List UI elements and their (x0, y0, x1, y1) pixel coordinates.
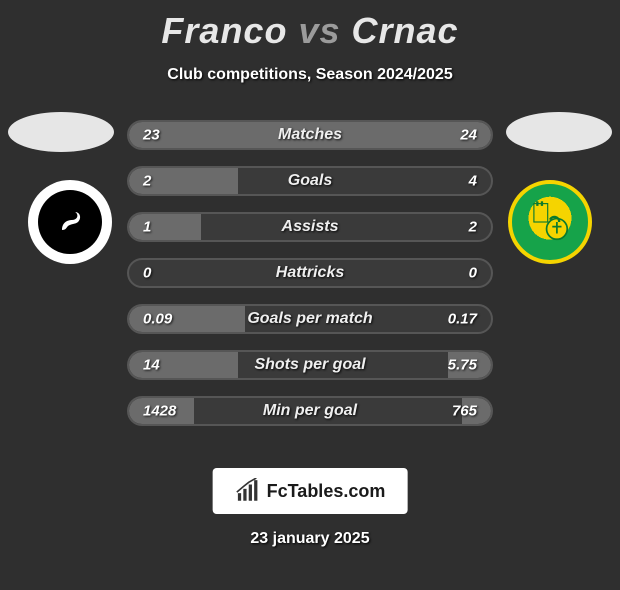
stat-value-right: 0 (469, 265, 477, 282)
stat-label: Goals (288, 172, 332, 190)
stat-label: Assists (282, 218, 339, 236)
swansea-crest-icon (38, 190, 102, 254)
stat-bar: 23 24 Matches (127, 120, 493, 150)
stat-value-right: 2 (469, 219, 477, 236)
player2-club-crest (508, 180, 592, 264)
stat-value-left: 14 (143, 357, 160, 374)
stat-bar: 1428 765 Min per goal (127, 396, 493, 426)
stat-label: Matches (278, 126, 342, 144)
player1-photo (8, 112, 114, 152)
stat-bar: 2 4 Goals (127, 166, 493, 196)
stat-value-left: 0.09 (143, 311, 172, 328)
stat-label: Hattricks (276, 264, 344, 282)
stat-value-right: 4 (469, 173, 477, 190)
stat-label: Min per goal (263, 402, 357, 420)
stat-value-right: 0.17 (448, 311, 477, 328)
stat-label: Shots per goal (254, 356, 365, 374)
player1-name: Franco (161, 10, 287, 51)
watermark-text: FcTables.com (267, 481, 386, 502)
stat-bar: 0 0 Hattricks (127, 258, 493, 288)
stat-value-left: 2 (143, 173, 151, 190)
vs-text: vs (298, 10, 340, 51)
player2-photo (506, 112, 612, 152)
stat-value-left: 1 (143, 219, 151, 236)
stat-value-right: 24 (460, 127, 477, 144)
watermark: FcTables.com (213, 468, 408, 514)
norwich-crest-icon (527, 199, 573, 245)
date-text: 23 january 2025 (250, 530, 369, 548)
stat-value-left: 1428 (143, 403, 176, 420)
bar-fill-left (129, 214, 201, 240)
stat-value-right: 765 (452, 403, 477, 420)
stat-value-left: 23 (143, 127, 160, 144)
stat-bar: 0.09 0.17 Goals per match (127, 304, 493, 334)
stat-value-right: 5.75 (448, 357, 477, 374)
main-area: 2324Matches24Goals12Assists00Hattricks0.… (0, 120, 620, 426)
stat-bar: 14 5.75 Shots per goal (127, 350, 493, 380)
stat-bar: 1 2 Assists (127, 212, 493, 242)
stat-label: Goals per match (247, 310, 372, 328)
player1-club-crest (28, 180, 112, 264)
comparison-title: Franco vs Crnac (0, 10, 620, 52)
stat-value-left: 0 (143, 265, 151, 282)
subtitle: Club competitions, Season 2024/2025 (0, 66, 620, 84)
player2-name: Crnac (352, 10, 459, 51)
chart-icon (235, 478, 261, 504)
stat-bars: 2324Matches24Goals12Assists00Hattricks0.… (127, 120, 493, 426)
